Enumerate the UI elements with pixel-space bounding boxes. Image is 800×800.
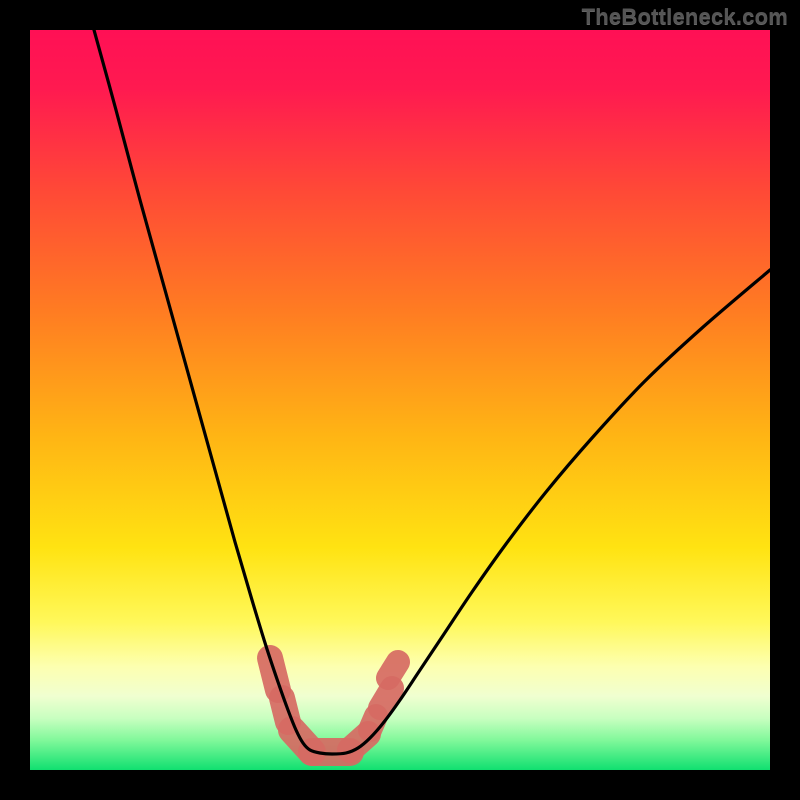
watermark-text: TheBottleneck.com <box>582 4 788 30</box>
trough-overlay-segment <box>380 688 392 708</box>
trough-overlay-segment <box>388 662 398 678</box>
chart-root: TheBottleneck.com <box>0 0 800 800</box>
chart-svg <box>0 0 800 800</box>
